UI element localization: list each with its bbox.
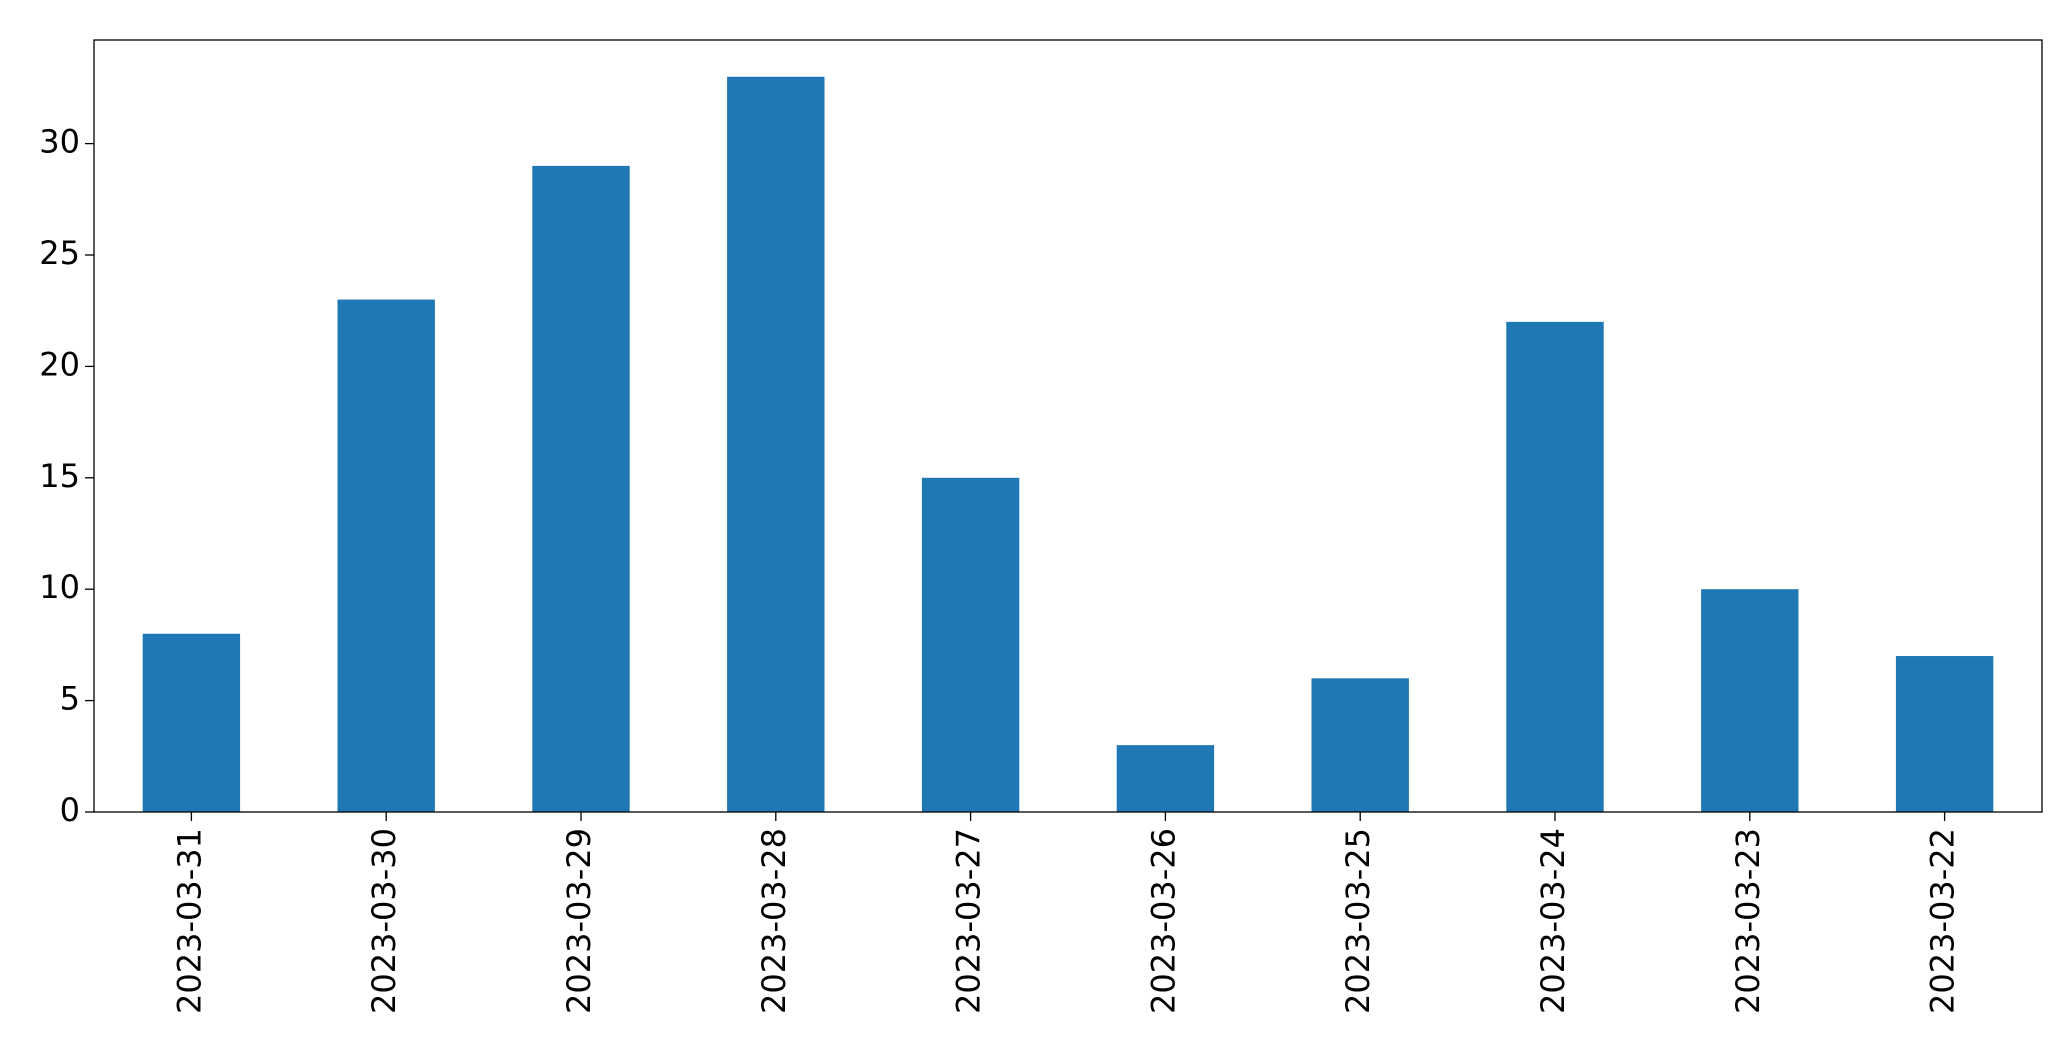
bar (921, 477, 1020, 812)
y-tick-label: 25 (39, 234, 80, 272)
y-tick-label: 0 (60, 791, 80, 829)
x-tick-label: 2023-03-23 (1729, 828, 1767, 1014)
x-tick-label: 2023-03-26 (1144, 828, 1182, 1014)
bar (727, 76, 825, 812)
x-tick-label: 2023-03-29 (560, 828, 598, 1014)
x-tick-label: 2023-03-30 (365, 828, 403, 1014)
x-tick-label: 2023-03-27 (950, 828, 988, 1014)
y-tick-label: 10 (39, 568, 80, 606)
x-tick-label: 2023-03-25 (1339, 828, 1377, 1014)
bar (1311, 678, 1409, 812)
x-tick-label: 2023-03-28 (755, 828, 793, 1014)
y-tick-label: 5 (60, 680, 80, 718)
x-tick-label: 2023-03-31 (170, 828, 208, 1014)
bar (1895, 656, 1994, 812)
bar (337, 299, 435, 812)
bar (1116, 745, 1215, 812)
bar (1701, 589, 1799, 812)
plot-frame (93, 39, 2043, 813)
bar (1506, 321, 1604, 812)
x-tick-label: 2023-03-22 (1924, 828, 1962, 1014)
y-tick-label: 20 (39, 345, 80, 383)
y-tick-label: 15 (39, 457, 80, 495)
bar (142, 633, 241, 812)
bar (532, 165, 630, 813)
y-tick-label: 30 (39, 123, 80, 161)
x-tick-label: 2023-03-24 (1534, 828, 1572, 1014)
